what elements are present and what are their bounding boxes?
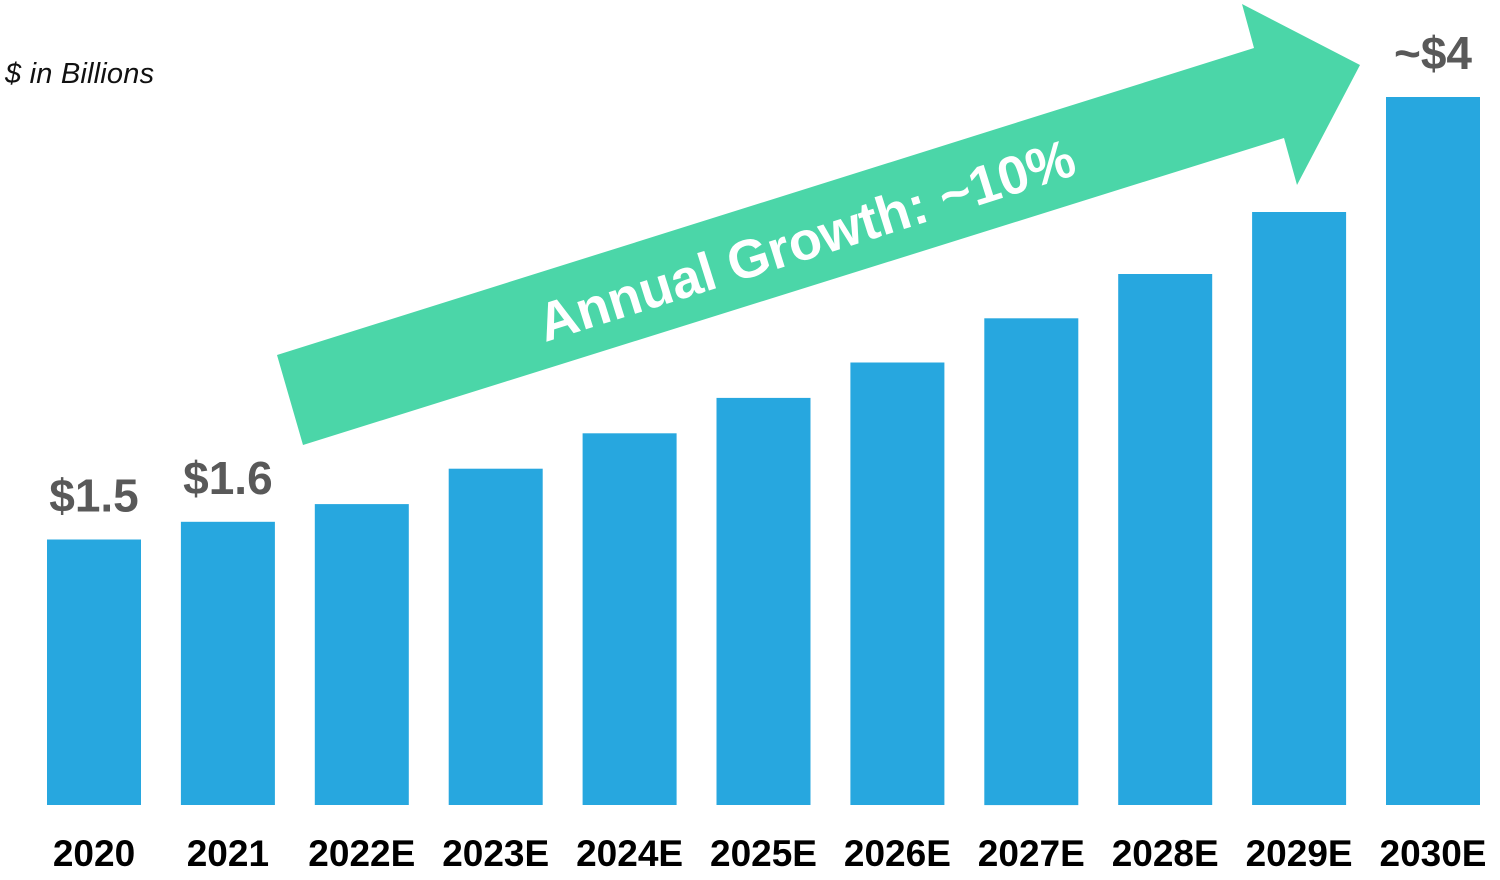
bar-2028E	[1118, 274, 1213, 805]
bar-value-label: $1.6	[183, 452, 273, 504]
bar-2026E	[850, 362, 945, 805]
bar-2030E	[1386, 97, 1480, 805]
bar-2029E	[1252, 212, 1347, 805]
bar-2020	[47, 539, 141, 805]
bar-2024E	[582, 433, 677, 805]
bar-2027E	[984, 318, 1079, 806]
category-label: 2029E	[1246, 833, 1353, 874]
category-label: 2026E	[844, 833, 951, 874]
category-label: 2022E	[308, 833, 415, 874]
bar-2025E	[716, 397, 811, 805]
bar-value-label: ~$4	[1394, 27, 1472, 79]
unit-label: $ in Billions	[5, 58, 155, 90]
growth-arrow-icon	[277, 4, 1360, 445]
category-label: 2028E	[1112, 833, 1219, 874]
value-labels-group: $1.5 $1.6 ~$4	[49, 27, 1472, 522]
bar-2021	[180, 521, 275, 805]
category-label: 2021	[187, 833, 269, 874]
category-label: 2025E	[710, 833, 817, 874]
category-labels-group: 2020 2021 2022E 2023E 2024E 2025E 2026E 2027E 20…	[53, 833, 1487, 874]
category-label: 2023E	[442, 833, 549, 874]
category-label: 2030E	[1380, 833, 1487, 874]
category-label: 2024E	[576, 833, 683, 874]
bar-2023E	[448, 468, 543, 805]
bar-2022E	[314, 504, 409, 805]
bar-value-label: $1.5	[49, 470, 139, 522]
category-label: 2027E	[978, 833, 1085, 874]
category-label: 2020	[53, 833, 135, 874]
bars-group	[47, 97, 1480, 806]
